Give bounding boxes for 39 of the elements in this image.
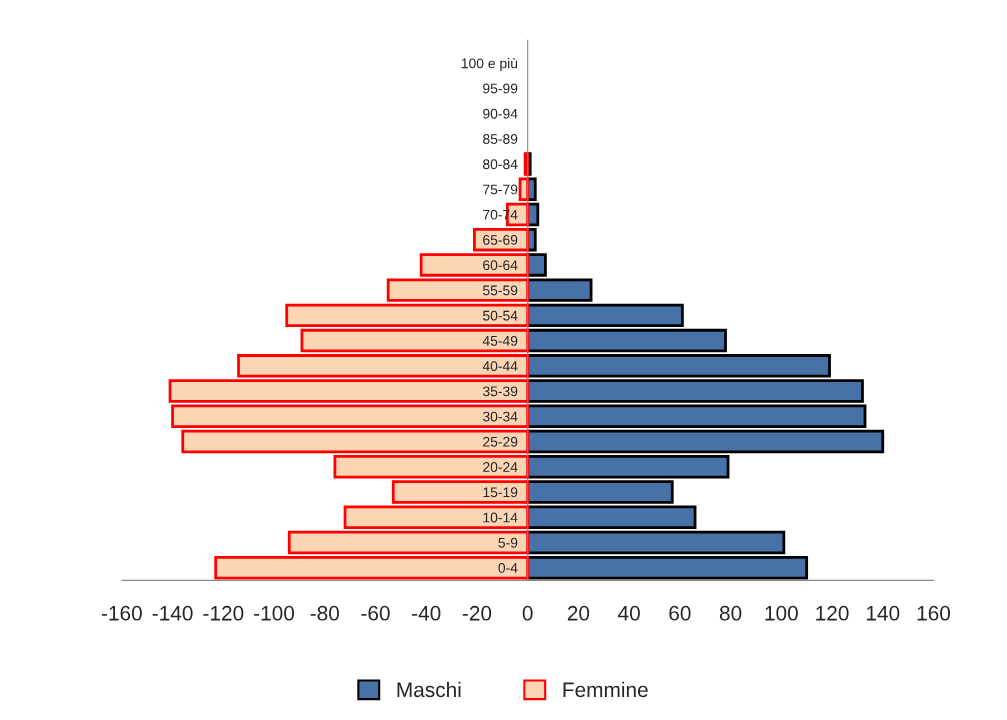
y-tick-label: 5-9 [498, 537, 518, 548]
x-tick-label: 120 [816, 605, 849, 621]
y-tick-label: 30-34 [482, 411, 518, 422]
y-tick-label: 25-29 [483, 436, 518, 447]
y-tick-label: 15-19 [483, 487, 518, 498]
y-tick-label: 60-64 [483, 260, 518, 271]
x-tick-label: 100 [765, 605, 798, 621]
x-tick-label: 60 [669, 605, 691, 621]
y-tick-label: 40-44 [482, 361, 518, 371]
x-tick-label: -120 [203, 605, 244, 621]
x-tick-label: -60 [361, 605, 390, 621]
y-tick-label: 65-69 [483, 235, 518, 245]
y-tick-label: 85-89 [483, 134, 518, 144]
x-tick-label: 40 [618, 605, 640, 621]
x-tick-label: 140 [866, 605, 900, 621]
legend-label: Maschi [397, 681, 461, 698]
x-tick-label: -40 [412, 605, 441, 621]
x-tick-label: -20 [462, 605, 492, 621]
y-tick-label: 20-24 [483, 462, 518, 472]
x-tick-label: 0 [522, 605, 533, 621]
x-tick-label: 160 [917, 605, 951, 621]
y-tick-label: 95-99 [483, 83, 518, 94]
y-tick-label: 75-79 [483, 184, 518, 195]
legend-label: Femmine [563, 681, 648, 698]
y-tick-label: 80-84 [483, 159, 518, 170]
y-tick-label: 10-14 [483, 512, 518, 523]
x-tick-label: -140 [152, 605, 193, 621]
y-tick-label: 55-59 [482, 285, 518, 296]
y-tick-label: 100 e più [461, 57, 518, 72]
x-tick-label: 20 [567, 605, 590, 621]
y-tick-label: 35-39 [482, 386, 518, 397]
x-tick-label: -100 [254, 605, 295, 621]
y-tick-label: 0-4 [498, 563, 518, 573]
x-tick-label: -160 [101, 605, 142, 621]
y-tick-label: 90-94 [483, 108, 518, 119]
y-tick-label: 45-49 [482, 335, 518, 346]
x-tick-label: 80 [719, 605, 742, 621]
x-tick-label: -80 [310, 605, 339, 621]
y-tick-label: 50-54 [482, 310, 518, 321]
